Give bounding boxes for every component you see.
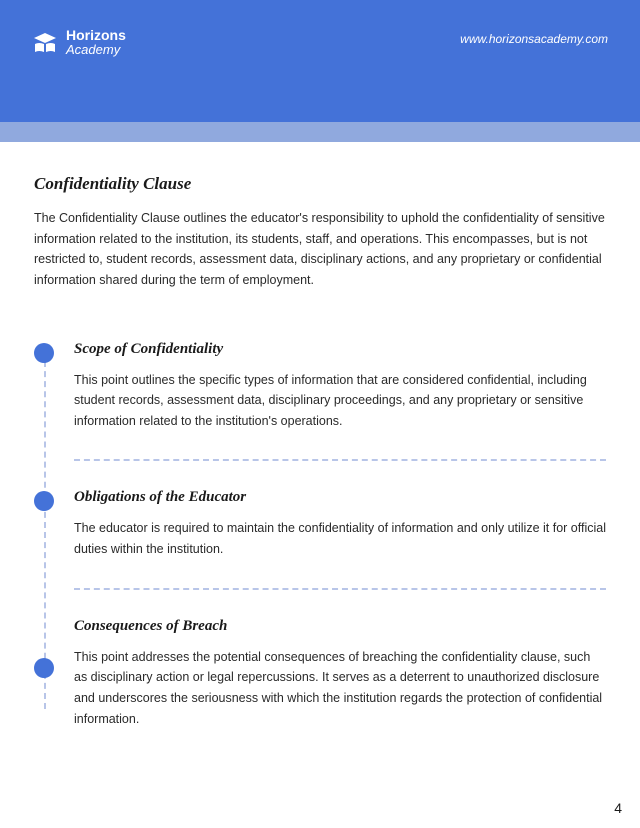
logo: Horizons Academy [32, 28, 126, 58]
bullet-icon [34, 343, 54, 363]
timeline-connector [44, 351, 46, 710]
divider [74, 459, 606, 461]
brand-line1: Horizons [66, 28, 126, 43]
divider [74, 588, 606, 590]
site-url: www.horizonsacademy.com [460, 32, 608, 46]
bullet-icon [34, 491, 54, 511]
page-content: Confidentiality Clause The Confidentiali… [0, 142, 640, 729]
book-icon [32, 32, 58, 54]
timeline-item: Obligations of the Educator The educator… [74, 489, 606, 559]
section-body: This point addresses the potential conse… [74, 647, 606, 730]
section-title: Consequences of Breach [74, 618, 606, 635]
section-title: Scope of Confidentiality [74, 341, 606, 358]
page-header: Horizons Academy www.horizonsacademy.com [0, 0, 640, 122]
bullet-icon [34, 658, 54, 678]
section-title: Obligations of the Educator [74, 489, 606, 506]
section-body: This point outlines the specific types o… [74, 370, 606, 432]
timeline-item: Scope of Confidentiality This point outl… [74, 341, 606, 432]
page-title: Confidentiality Clause [34, 174, 606, 194]
timeline-item: Consequences of Breach This point addres… [74, 618, 606, 730]
intro-paragraph: The Confidentiality Clause outlines the … [34, 208, 606, 291]
brand-text: Horizons Academy [66, 28, 126, 58]
section-body: The educator is required to maintain the… [74, 518, 606, 559]
brand-line2: Academy [66, 43, 126, 57]
timeline: Scope of Confidentiality This point outl… [34, 341, 606, 730]
subheader-bar [0, 122, 640, 142]
page-number: 4 [614, 800, 622, 816]
